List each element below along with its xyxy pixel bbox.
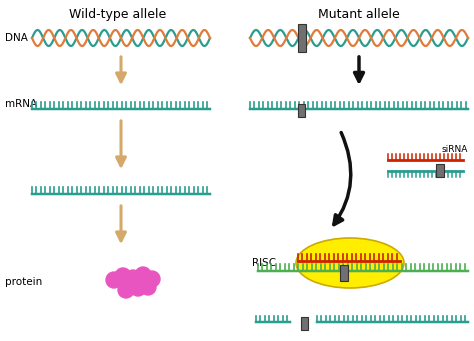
Circle shape	[115, 268, 131, 284]
Bar	[436, 164, 444, 177]
Circle shape	[106, 272, 122, 288]
Bar	[340, 265, 348, 281]
Text: DNA: DNA	[5, 33, 28, 43]
Text: Wild-type allele: Wild-type allele	[69, 8, 167, 21]
Circle shape	[144, 271, 160, 287]
Text: mRNA: mRNA	[5, 99, 37, 109]
Text: RISC: RISC	[252, 258, 276, 268]
Circle shape	[130, 280, 146, 296]
Bar	[301, 317, 309, 330]
Circle shape	[125, 270, 141, 286]
Bar	[299, 104, 306, 117]
Text: protein: protein	[5, 277, 42, 287]
Bar	[298, 24, 306, 52]
Ellipse shape	[296, 238, 404, 288]
Circle shape	[140, 279, 156, 295]
Text: siRNA: siRNA	[442, 146, 468, 154]
Circle shape	[135, 267, 151, 283]
Text: Mutant allele: Mutant allele	[318, 8, 400, 21]
Circle shape	[118, 282, 134, 298]
